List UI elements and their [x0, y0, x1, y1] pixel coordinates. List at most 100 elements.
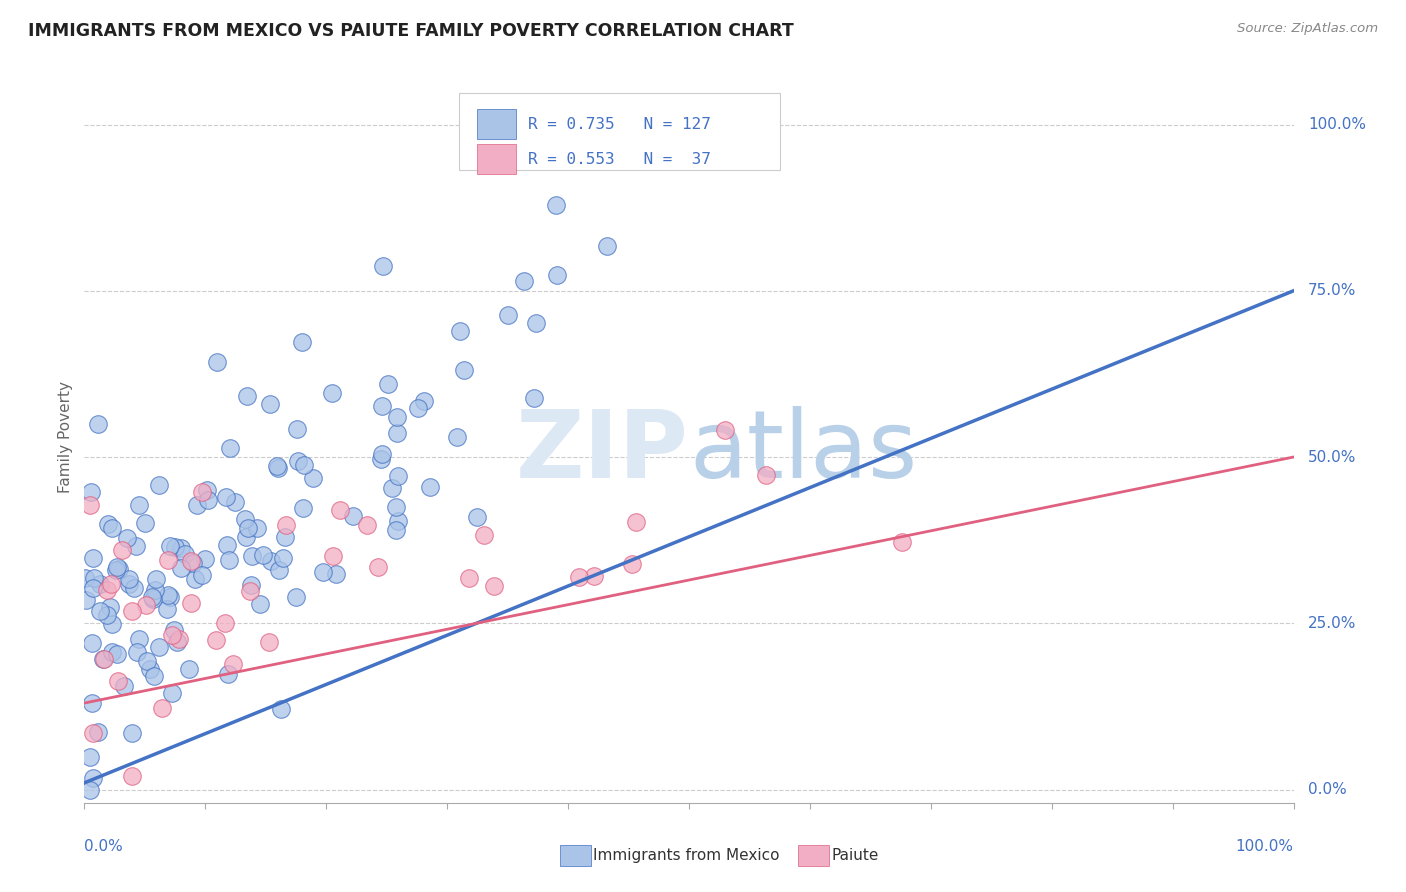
FancyBboxPatch shape — [560, 845, 591, 866]
Point — [139, 662, 162, 676]
Point — [387, 469, 409, 483]
Point — [523, 392, 546, 406]
Point — [252, 548, 274, 562]
Point — [472, 528, 495, 542]
Point — [496, 308, 519, 322]
Point — [266, 458, 288, 473]
Point — [413, 394, 436, 409]
Point — [112, 679, 135, 693]
Point — [238, 584, 260, 599]
Point — [370, 399, 392, 413]
Point — [329, 503, 352, 517]
Point — [217, 667, 239, 681]
Point — [371, 259, 394, 273]
Point — [271, 550, 294, 565]
Point — [197, 493, 219, 508]
Point — [156, 588, 179, 602]
Point — [122, 581, 145, 595]
Point — [207, 354, 229, 368]
Point — [121, 769, 143, 783]
Point — [385, 409, 408, 424]
Point — [82, 581, 104, 595]
Text: 25.0%: 25.0% — [1308, 615, 1357, 631]
Text: R = 0.735   N = 127: R = 0.735 N = 127 — [529, 117, 711, 131]
Point — [285, 422, 308, 436]
Point — [249, 597, 271, 611]
Text: Immigrants from Mexico: Immigrants from Mexico — [593, 848, 780, 863]
Point — [115, 531, 138, 545]
Text: 0.0%: 0.0% — [1308, 782, 1347, 797]
Point — [181, 556, 204, 570]
Point — [89, 577, 111, 591]
Point — [105, 647, 128, 661]
Point — [148, 478, 170, 492]
Point — [385, 500, 408, 515]
Point — [291, 334, 314, 349]
Point — [624, 515, 647, 529]
Text: 100.0%: 100.0% — [1308, 117, 1367, 132]
Point — [82, 636, 104, 650]
Point — [93, 651, 115, 665]
Point — [233, 512, 256, 526]
Point — [125, 539, 148, 553]
Point — [79, 782, 101, 797]
Point — [174, 547, 197, 561]
Point — [145, 572, 167, 586]
Point — [101, 645, 124, 659]
FancyBboxPatch shape — [478, 109, 516, 139]
Point — [214, 615, 236, 630]
Point — [89, 604, 111, 618]
Point — [79, 750, 101, 764]
Y-axis label: Family Poverty: Family Poverty — [58, 381, 73, 493]
Point — [160, 628, 183, 642]
Point — [568, 570, 591, 584]
Text: 75.0%: 75.0% — [1308, 284, 1357, 298]
Point — [222, 657, 245, 671]
Point — [292, 500, 315, 515]
Point — [465, 510, 488, 524]
Point — [596, 239, 619, 253]
Point — [184, 572, 207, 586]
Point — [118, 572, 141, 586]
Point — [484, 578, 506, 592]
Point — [180, 596, 202, 610]
Point — [381, 482, 404, 496]
Point — [219, 441, 242, 455]
Point — [259, 397, 281, 411]
Point — [134, 516, 156, 530]
Text: 100.0%: 100.0% — [1236, 839, 1294, 855]
Point — [285, 591, 308, 605]
Point — [195, 483, 218, 497]
Point — [242, 549, 264, 564]
Point — [257, 634, 280, 648]
Point — [105, 559, 128, 574]
Point — [98, 599, 121, 614]
Point — [170, 541, 193, 556]
Point — [87, 724, 110, 739]
Point — [524, 316, 547, 330]
Point — [235, 389, 257, 403]
Point — [156, 602, 179, 616]
Point — [406, 401, 429, 415]
Point — [224, 495, 246, 509]
Point — [101, 521, 124, 535]
Point — [513, 274, 536, 288]
Point — [108, 562, 131, 576]
Point — [167, 632, 190, 647]
Point — [128, 498, 150, 512]
Point — [342, 509, 364, 524]
Point — [148, 640, 170, 655]
Point — [370, 451, 392, 466]
Point — [118, 576, 141, 591]
Point — [755, 467, 778, 482]
Point — [96, 582, 118, 597]
Point — [583, 568, 606, 582]
Point — [273, 530, 295, 544]
Text: ZIP: ZIP — [516, 406, 689, 498]
Point — [246, 521, 269, 535]
Point — [179, 662, 201, 676]
Point — [270, 702, 292, 716]
Point — [159, 590, 181, 604]
Point — [287, 454, 309, 468]
Point — [267, 563, 290, 577]
